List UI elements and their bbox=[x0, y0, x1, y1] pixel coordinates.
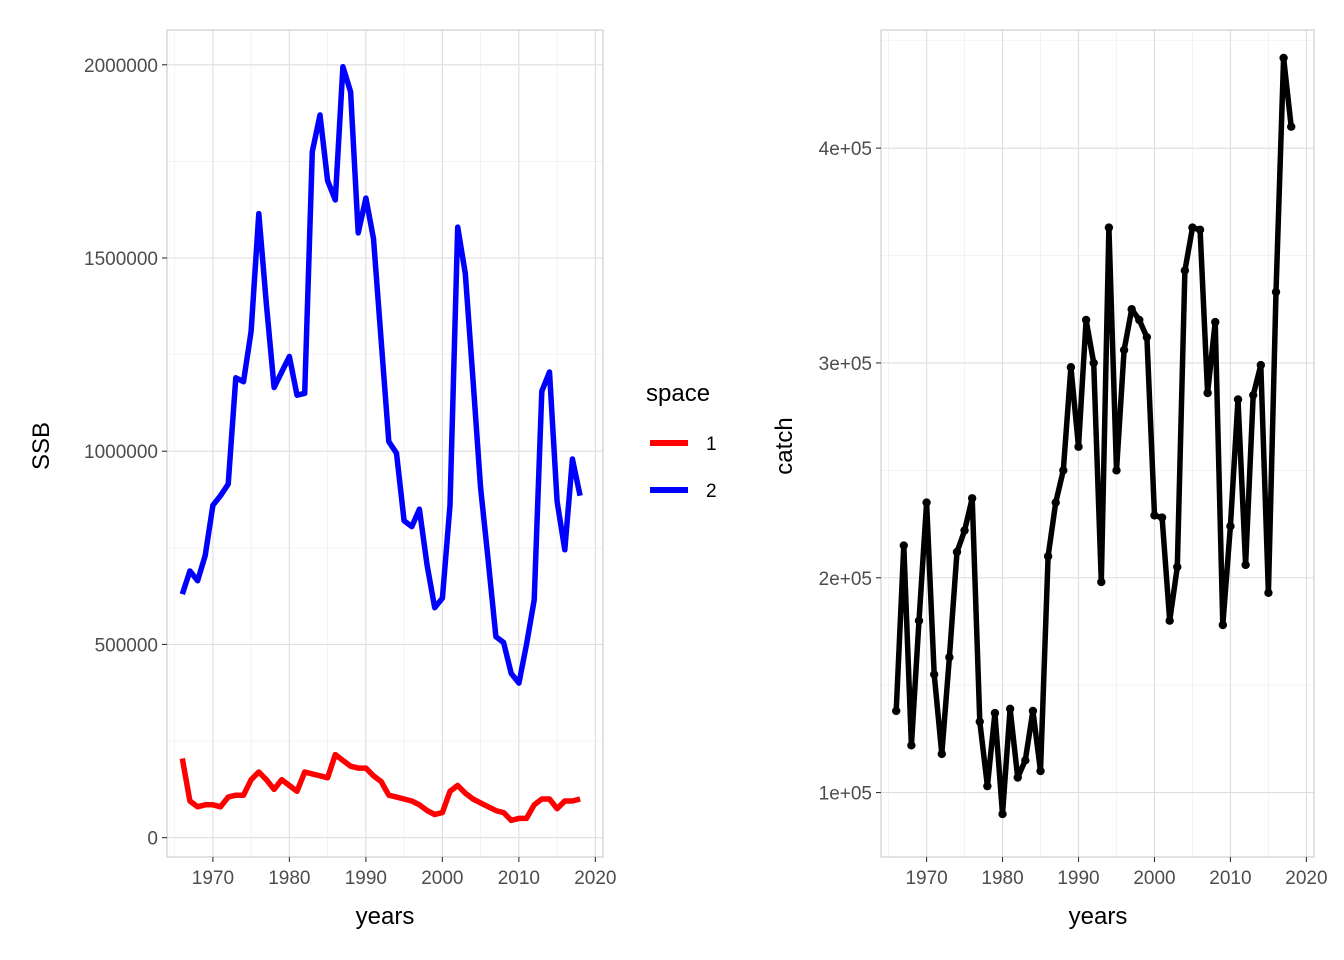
catch-x-tick-label: 1970 bbox=[905, 868, 947, 889]
catch-data-point bbox=[1005, 704, 1015, 713]
catch-x-tick-label: 1990 bbox=[1057, 868, 1099, 889]
catch-data-point bbox=[960, 526, 969, 535]
catch-data-point bbox=[891, 706, 901, 716]
catch-data-point bbox=[1173, 562, 1182, 572]
catch-x-tick-label: 2010 bbox=[1209, 868, 1251, 889]
ssb-x-tick-label: 2010 bbox=[498, 868, 540, 889]
catch-data-point bbox=[1051, 498, 1060, 507]
catch-data-point bbox=[1021, 756, 1030, 765]
ssb-x-axis-title: years bbox=[356, 903, 415, 930]
legend-title: space bbox=[646, 380, 710, 407]
catch-data-point bbox=[1104, 223, 1114, 232]
catch-data-point bbox=[1195, 225, 1205, 234]
catch-y-tick-label: 1e+05 bbox=[819, 784, 872, 805]
catch-data-point bbox=[1271, 287, 1281, 297]
catch-data-point bbox=[1211, 317, 1220, 327]
legend-label-1: 1 bbox=[706, 434, 717, 455]
ssb-series-line-1 bbox=[179, 751, 581, 824]
catch-data-point bbox=[1059, 466, 1068, 475]
catch-panel: 1970 1980 1990 2000 2010 2020 1e+05 2e+05 3e+05 4… bbox=[819, 29, 1328, 889]
catch-data-point bbox=[1119, 345, 1129, 355]
catch-data-point bbox=[1256, 360, 1266, 370]
catch-data-point bbox=[899, 541, 908, 550]
catch-data-point bbox=[907, 741, 916, 750]
ssb-y-tick-label: 0 bbox=[147, 829, 158, 850]
catch-data-point bbox=[929, 670, 939, 679]
catch-data-point bbox=[1112, 466, 1121, 475]
catch-data-point bbox=[1135, 315, 1144, 325]
catch-data-point bbox=[914, 616, 924, 625]
catch-data-point bbox=[1150, 511, 1159, 520]
catch-data-point bbox=[1287, 122, 1296, 131]
catch-y-tick-label: 2e+05 bbox=[819, 569, 872, 590]
ssb-y-tick-label: 500000 bbox=[95, 635, 158, 656]
catch-data-point bbox=[998, 809, 1007, 819]
catch-data-point bbox=[1066, 363, 1076, 372]
catch-data-point bbox=[1165, 616, 1174, 625]
catch-data-point bbox=[1081, 315, 1091, 325]
catch-data-point bbox=[1036, 766, 1045, 776]
catch-x-tick-label: 2000 bbox=[1133, 868, 1175, 889]
ssb-panel-border bbox=[166, 29, 604, 858]
catch-data-point bbox=[983, 781, 992, 791]
catch-data-point bbox=[1279, 53, 1288, 63]
catch-data-point bbox=[937, 749, 946, 759]
ssb-x-tick-label: 1980 bbox=[268, 868, 310, 889]
catch-data-point bbox=[1241, 560, 1250, 570]
catch-data-point bbox=[1157, 513, 1167, 522]
ssb-y-tick-label: 1500000 bbox=[84, 249, 158, 270]
ssb-series-line-2 bbox=[179, 63, 583, 686]
catch-data-point bbox=[1249, 390, 1258, 400]
catch-series-line-1 bbox=[893, 55, 1294, 817]
catch-data-point bbox=[1264, 588, 1273, 597]
catch-data-point bbox=[952, 547, 962, 557]
catch-panel-border bbox=[880, 29, 1315, 858]
ssb-x-tick-label: 1990 bbox=[345, 868, 387, 889]
catch-data-point bbox=[1180, 266, 1190, 275]
catch-data-point bbox=[1226, 522, 1235, 531]
catch-data-point bbox=[1043, 552, 1053, 561]
catch-x-axis-title: years bbox=[1069, 903, 1128, 930]
catch-x-tick-label: 2020 bbox=[1285, 868, 1327, 889]
catch-data-point bbox=[1233, 395, 1243, 404]
catch-data-point bbox=[1142, 332, 1152, 342]
catch-data-point bbox=[1089, 358, 1098, 368]
catch-data-point bbox=[1074, 442, 1083, 451]
ssb-y-tick-label: 1000000 bbox=[84, 442, 158, 463]
catch-y-tick-label: 3e+05 bbox=[819, 354, 872, 375]
catch-data-point bbox=[1188, 223, 1197, 232]
catch-data-point bbox=[1218, 620, 1228, 630]
catch-data-point bbox=[1127, 305, 1136, 314]
catch-data-point bbox=[1013, 773, 1022, 782]
ssb-x-tick-label: 2020 bbox=[574, 868, 616, 889]
catch-data-point bbox=[975, 717, 984, 726]
ssb-panel: 1970 1980 1990 2000 2010 2020 0 500000 1000000 15… bbox=[84, 29, 616, 889]
catch-data-point bbox=[922, 498, 931, 507]
catch-y-tick-label: 4e+05 bbox=[819, 139, 872, 160]
catch-x-tick-label: 1980 bbox=[981, 868, 1023, 889]
catch-y-axis-title: catch bbox=[771, 417, 798, 474]
ssb-x-tick-label: 1970 bbox=[192, 868, 234, 889]
catch-data-point bbox=[967, 494, 977, 503]
ssb-y-tick-label: 2000000 bbox=[84, 56, 158, 77]
catch-data-point bbox=[945, 653, 954, 662]
catch-data-point bbox=[990, 708, 1000, 718]
catch-data-point bbox=[1028, 706, 1038, 716]
legend-label-2: 2 bbox=[706, 481, 717, 502]
catch-data-point bbox=[1203, 388, 1212, 398]
ssb-y-axis-title: SSB bbox=[28, 422, 55, 470]
ssb-x-tick-label: 2000 bbox=[421, 868, 463, 889]
catch-data-point bbox=[1097, 577, 1106, 587]
ssb-legend: space 1 2 bbox=[646, 380, 717, 502]
